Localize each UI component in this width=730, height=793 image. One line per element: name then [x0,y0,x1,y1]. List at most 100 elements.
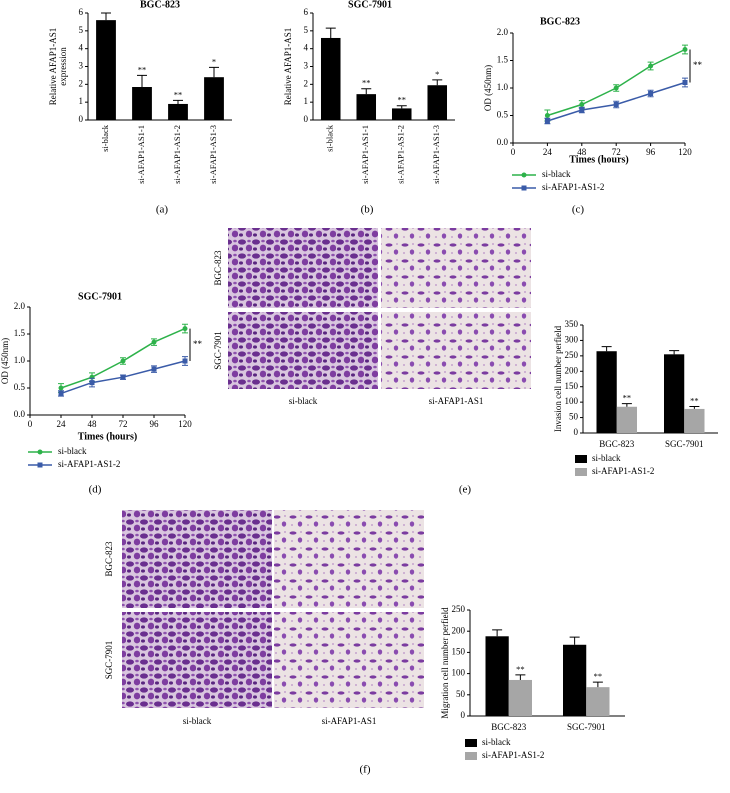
y-tick-label: 1.5 [497,55,509,65]
y-axis-label: Migration cell number perfield [440,607,450,719]
panel-label: (a) [156,204,169,216]
point [579,107,585,113]
bar [96,20,116,121]
micrograph [228,228,378,308]
point [682,80,688,85]
panel-label: (e) [459,484,472,496]
image-column-label: si-AFAP1-AS1 [322,716,377,726]
error-bar [101,12,111,21]
y-tick-label: 6 [79,7,84,17]
x-axis-label: Times (hours) [78,431,138,442]
y-tick-label: 2.0 [14,301,26,311]
y-tick-label: 1.5 [14,328,26,338]
x-tick-label: si-AFAP1-AS1-2 [172,125,182,184]
y-tick-label: 2 [304,78,309,88]
error-bar [361,88,372,95]
x-tick-label: BGC-823 [491,722,527,732]
error-bar [515,674,526,680]
micrograph [381,228,531,308]
legend-swatch [575,455,587,463]
point [579,102,585,107]
image-row-label: SGC-7901 [104,641,114,680]
significance: ** [398,95,407,105]
point [120,374,126,380]
legend-marker [37,462,43,468]
panel-label: (f) [360,764,371,776]
y-tick-label: 0 [304,114,309,124]
y-tick-label: 4 [79,43,84,53]
error-bar [669,350,680,355]
y-tick-label: 200 [452,625,466,635]
x-tick-label: si-AFAP1-AS1-1 [360,125,370,184]
y-tick-label: 150 [452,646,466,656]
point [544,113,550,118]
bar [586,687,610,716]
y-axis-label: Relative AFAP1-AS1 [48,28,58,106]
y-tick-label: 0.0 [14,409,26,419]
y-tick-label: 2 [79,78,84,88]
y-tick-label: 6 [304,7,309,17]
y-axis-label: OD (450nm) [483,65,493,111]
significance: ** [594,671,603,681]
error-bar [209,66,219,78]
y-tick-label: 1 [304,96,309,106]
chart-title: BGC-823 [540,16,580,27]
x-tick-label: 120 [178,419,192,429]
point [120,358,126,364]
x-tick-label: SGC-7901 [665,439,704,449]
image-row-label: BGC-823 [213,250,223,286]
y-tick-label: 0 [461,710,466,720]
error-bar [325,27,336,38]
y-tick-label: 5 [304,25,309,35]
panel-label: (b) [361,204,374,216]
legend-marker [521,185,527,191]
x-tick-label: SGC-7901 [567,722,606,732]
y-tick-label: 150 [565,381,579,391]
point [58,390,64,396]
legend-label: si-AFAP1-AS1-2 [58,459,120,469]
error-bar [432,79,443,86]
point [151,366,157,372]
y-tick-label: 300 [565,334,579,344]
image-row-label: SGC-7901 [213,331,223,370]
point [182,358,188,364]
x-tick-label: si-black [100,124,110,152]
micrograph [381,312,531,389]
legend-label: si-black [592,453,621,463]
x-axis-label: Times (hours) [569,154,629,165]
y-tick-label: 3 [79,61,84,71]
error-bar [621,403,632,407]
bar [391,108,412,120]
panel-label: (d) [89,484,102,496]
y-tick-label: 3 [304,61,309,71]
y-axis-label: Relative AFAP1-AS1 [283,28,293,106]
point [648,63,654,69]
micrograph [274,612,424,708]
point [182,326,188,332]
error-bar [592,681,603,688]
y-tick-label: 250 [452,604,466,614]
bar [616,406,637,433]
point [544,118,550,124]
bar [664,354,685,433]
y-tick-label: 1.0 [497,82,509,92]
legend-label: si-AFAP1-AS1-2 [592,466,654,476]
bar [356,94,377,120]
x-tick-label: 96 [646,147,656,157]
bar [508,679,532,716]
legend-swatch [575,468,587,476]
image-column-label: si-black [183,716,212,726]
image-row-label: BGC-823 [104,541,114,577]
y-tick-label: 1 [79,96,84,106]
y-tick-label: 250 [565,350,579,360]
point [648,91,654,96]
significance: * [435,69,439,79]
micrograph [122,612,272,708]
significance: ** [516,664,525,674]
x-tick-label: 72 [119,419,128,429]
panel-label: (c) [572,204,585,216]
bar [485,636,509,716]
legend-swatch [465,739,477,747]
x-tick-label: 72 [612,147,621,157]
